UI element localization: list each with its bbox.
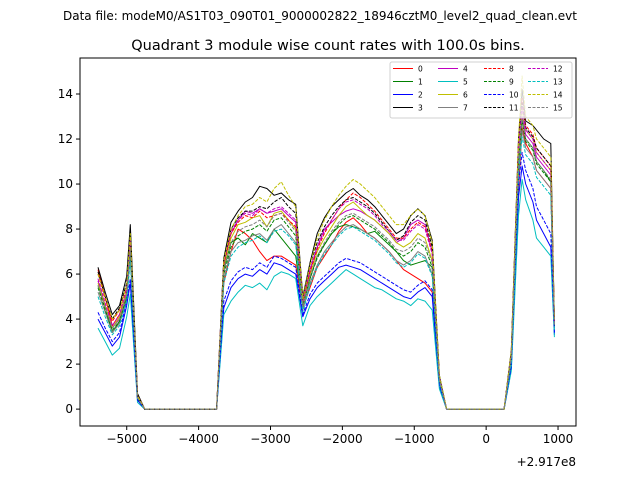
legend-label-6: 6	[463, 91, 468, 100]
x-tick-label: −5000	[106, 432, 147, 446]
legend-label-5: 5	[463, 78, 468, 87]
legend-label-2: 2	[418, 91, 423, 100]
y-tick-label: 8	[65, 222, 73, 236]
y-tick-label: 4	[65, 312, 73, 326]
x-tick-label: 1000	[543, 432, 574, 446]
x-axis: −5000 −4000 −3000 −2000 −1000 0 1000	[106, 426, 573, 446]
y-tick-label: 12	[58, 132, 73, 146]
x-tick-label: −3000	[250, 432, 291, 446]
legend-label-14: 14	[553, 91, 563, 100]
x-tick-label: −1000	[394, 432, 435, 446]
legend-label-4: 4	[463, 65, 468, 74]
y-tick-label: 14	[58, 87, 73, 101]
series-line-15	[97, 116, 555, 410]
plot-area	[80, 58, 576, 426]
y-tick-label: 6	[65, 267, 73, 281]
figure-suptitle: Data file: modeM0/AS1T03_090T01_90000028…	[63, 9, 577, 23]
x-tick-label: −4000	[178, 432, 219, 446]
y-tick-label: 10	[58, 177, 73, 191]
legend-label-12: 12	[553, 65, 563, 74]
y-tick-label: 0	[65, 402, 73, 416]
legend-label-3: 3	[418, 104, 423, 113]
legend-label-10: 10	[509, 91, 519, 100]
series-layer	[97, 75, 555, 410]
legend-label-9: 9	[509, 78, 514, 87]
legend-label-0: 0	[418, 65, 423, 74]
legend-label-11: 11	[509, 104, 519, 113]
legend-frame	[389, 61, 573, 119]
legend-label-13: 13	[553, 78, 563, 87]
x-offset-label: +2.917e8	[517, 455, 576, 469]
x-tick-label: 0	[482, 432, 490, 446]
y-tick-label: 2	[65, 357, 73, 371]
legend-label-1: 1	[418, 78, 423, 87]
x-tick-label: −2000	[322, 432, 363, 446]
legend-label-8: 8	[509, 65, 514, 74]
plot-frame	[79, 57, 577, 427]
legend-label-7: 7	[463, 104, 468, 113]
chart-title: Quadrant 3 module wise count rates with …	[131, 38, 525, 54]
legend-label-15: 15	[553, 104, 563, 113]
y-axis: 0 2 4 6 8 10 12 14	[58, 87, 80, 416]
